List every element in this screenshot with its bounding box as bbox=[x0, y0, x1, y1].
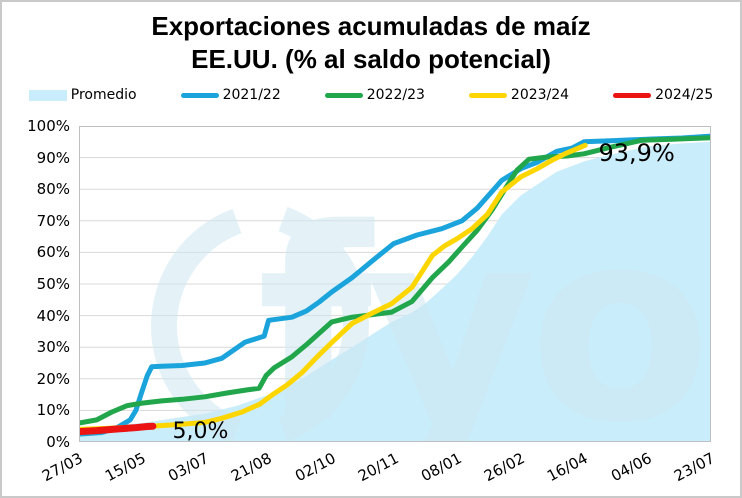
series-line-2021-22 bbox=[79, 133, 711, 437]
plot-area: fyo 5,0% 93,9% bbox=[79, 126, 711, 442]
x-axis-label: 26/02 bbox=[481, 449, 528, 486]
legend: Promedio 2021/22 2022/23 2023/24 2024/25 bbox=[2, 87, 740, 103]
x-axis-label: 02/10 bbox=[291, 449, 339, 486]
y-axis-label: 30% bbox=[36, 338, 70, 357]
legend-item-2022-23: 2022/23 bbox=[324, 87, 425, 103]
y-axis-label: 100% bbox=[27, 117, 70, 135]
series-line-2023-24 bbox=[79, 142, 588, 432]
legend-swatch bbox=[180, 92, 219, 98]
y-axis-label: 40% bbox=[36, 306, 70, 325]
legend-swatch bbox=[613, 92, 652, 98]
svg-text:fyo: fyo bbox=[257, 173, 703, 442]
y-axis-label: 80% bbox=[36, 180, 70, 199]
legend-label: 2021/22 bbox=[222, 87, 281, 103]
x-axis-label: 15/05 bbox=[102, 449, 149, 486]
legend-item-2023-24: 2023/24 bbox=[468, 87, 570, 103]
y-axis-label: 60% bbox=[36, 243, 70, 262]
x-axis-label: 27/03 bbox=[38, 449, 86, 486]
fyo-watermark: fyo bbox=[151, 173, 711, 442]
y-axis-label: 0% bbox=[46, 433, 70, 451]
x-axis-label: 21/08 bbox=[228, 449, 276, 486]
legend-item-promedio: Promedio bbox=[28, 87, 137, 103]
x-axis-label: 23/07 bbox=[670, 449, 718, 486]
y-axis-label: 20% bbox=[36, 369, 70, 388]
data-label: 5,0% bbox=[173, 419, 229, 442]
legend-label: 2022/23 bbox=[366, 87, 425, 103]
x-axis-label: 16/04 bbox=[544, 449, 592, 486]
x-axis-label: 03/07 bbox=[165, 449, 212, 486]
promedio-area bbox=[79, 141, 711, 442]
chart-title-line1: Exportaciones acumuladas de maíz bbox=[151, 11, 591, 41]
y-axis-label: 50% bbox=[36, 275, 70, 293]
x-axis-label: 20/11 bbox=[354, 449, 402, 486]
x-axis-label: 08/01 bbox=[418, 449, 465, 486]
legend-swatch bbox=[324, 92, 363, 98]
legend-item-2021-22: 2021/22 bbox=[180, 87, 281, 103]
chart-title-line2: EE.UU. (% al saldo potencial) bbox=[191, 44, 551, 74]
data-label: 93,9% bbox=[599, 139, 675, 167]
legend-label: 2024/25 bbox=[655, 87, 714, 103]
legend-label: 2023/24 bbox=[510, 87, 570, 103]
y-axis-label: 90% bbox=[36, 148, 70, 167]
legend-item-2024-25: 2024/25 bbox=[613, 87, 713, 103]
y-axis-label: 70% bbox=[36, 211, 70, 230]
series-line-2024-25 bbox=[79, 422, 157, 436]
legend-swatch bbox=[468, 92, 507, 98]
legend-label: Promedio bbox=[70, 87, 137, 103]
chart-title: Exportaciones acumuladas de maíz EE.UU. … bbox=[2, 10, 740, 76]
y-axis-label: 10% bbox=[36, 401, 70, 420]
x-axis-label: 04/06 bbox=[607, 449, 655, 486]
plot-border bbox=[79, 126, 711, 442]
legend-swatch bbox=[28, 89, 67, 101]
